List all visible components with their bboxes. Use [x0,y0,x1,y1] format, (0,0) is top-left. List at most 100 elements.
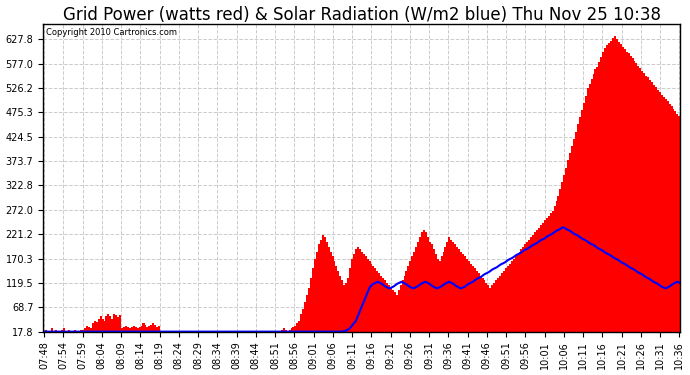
Bar [375,268,376,340]
Bar [419,237,421,340]
Bar [191,332,193,340]
Bar [452,242,454,340]
Bar [343,285,345,340]
Bar [269,332,271,340]
Bar [170,331,172,340]
Bar [454,244,456,340]
Bar [264,331,266,340]
Bar [347,278,349,340]
Bar [509,264,511,340]
Bar [404,276,406,340]
Bar [199,332,201,340]
Bar [501,273,503,340]
Bar [402,280,404,340]
Bar [121,328,123,340]
Bar [674,111,676,340]
Bar [241,332,244,340]
Bar [277,332,279,340]
Bar [614,36,616,340]
Bar [220,331,222,340]
Bar [415,247,417,340]
Bar [142,324,144,340]
Bar [600,57,602,340]
Bar [84,328,86,340]
Bar [589,84,591,340]
Bar [351,259,353,340]
Bar [131,327,132,340]
Bar [569,153,571,340]
Bar [499,276,501,340]
Bar [154,325,156,340]
Bar [544,220,546,340]
Bar [172,332,174,340]
Bar [536,230,538,340]
Bar [620,44,622,340]
Bar [101,319,104,340]
Bar [451,240,453,340]
Bar [339,276,342,340]
Bar [99,316,101,340]
Bar [76,331,78,340]
Bar [279,331,281,340]
Bar [65,331,66,340]
Bar [400,285,402,340]
Bar [505,268,507,340]
Bar [125,326,127,340]
Bar [302,309,304,340]
Bar [596,67,598,340]
Bar [286,331,288,340]
Bar [503,271,505,340]
Bar [550,213,552,340]
Bar [396,295,398,340]
Bar [555,201,558,340]
Bar [562,182,564,340]
Bar [148,326,150,340]
Text: Copyright 2010 Cartronics.com: Copyright 2010 Cartronics.com [46,28,177,38]
Bar [604,48,607,340]
Bar [226,332,228,340]
Bar [184,332,186,340]
Bar [640,68,641,340]
Bar [380,276,382,340]
Bar [628,54,630,340]
Bar [633,61,635,340]
Bar [421,232,423,340]
Bar [567,160,569,340]
Bar [335,266,337,340]
Bar [376,271,378,340]
Bar [337,271,339,340]
Bar [177,331,179,340]
Bar [45,330,47,340]
Bar [673,109,674,340]
Bar [129,328,131,340]
Bar [141,326,143,340]
Bar [583,103,585,340]
Bar [213,331,215,340]
Bar [618,42,620,340]
Bar [234,332,236,340]
Bar [187,332,189,340]
Bar [324,237,326,340]
Bar [298,321,300,340]
Bar [497,278,499,340]
Bar [460,252,462,340]
Bar [217,331,219,340]
Bar [371,264,373,340]
Bar [265,332,267,340]
Bar [139,327,141,340]
Bar [195,332,197,340]
Bar [262,332,264,340]
Bar [470,264,472,340]
Bar [431,244,433,340]
Bar [363,254,365,340]
Bar [584,96,586,340]
Bar [186,331,188,340]
Bar [551,211,553,340]
Bar [444,247,446,340]
Bar [468,261,470,340]
Bar [75,330,77,340]
Bar [548,216,550,340]
Bar [612,38,614,340]
Bar [565,168,567,340]
Bar [558,196,560,340]
